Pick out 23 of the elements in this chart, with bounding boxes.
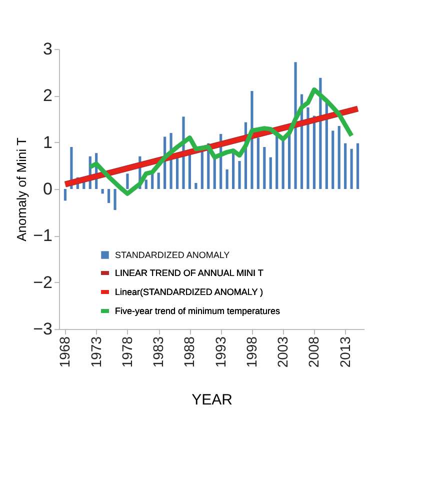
y-tick-label: 3	[43, 40, 52, 58]
y-axis-title: Anomaly of Mini T	[14, 138, 30, 242]
x-tick-label: 1983	[150, 336, 166, 368]
x-tick-label: 1968	[56, 336, 73, 368]
legend-label: STANDARDIZED ANOMALY	[115, 250, 230, 260]
y-tick-label: 1	[43, 132, 52, 152]
x-tick-label: 1988	[181, 336, 198, 368]
legend-label: Linear(STANDARDIZED ANOMALY )	[115, 287, 264, 297]
x-axis-title: YEAR	[192, 392, 233, 409]
legend-label: LINEAR TREND OF ANNUAL MINI T	[115, 268, 264, 278]
y-tick-label: 2	[43, 86, 52, 106]
x-tick-label: 1998	[243, 336, 260, 368]
legend-label: Five-year trend of minimum temperatures	[115, 306, 281, 316]
y-tick-label: −3	[33, 320, 52, 338]
x-tick-label: 2003	[274, 336, 291, 368]
y-tick-label: −2	[33, 272, 52, 292]
y-tick-label: 0	[43, 180, 52, 198]
x-tick-label: 2013	[336, 336, 353, 368]
x-tick-label: 1973	[88, 336, 104, 368]
x-tick-label: 1993	[212, 336, 228, 368]
x-tick-label: 1978	[118, 336, 135, 368]
x-tick-label: 2008	[306, 336, 322, 368]
y-tick-label: −1	[33, 226, 52, 246]
